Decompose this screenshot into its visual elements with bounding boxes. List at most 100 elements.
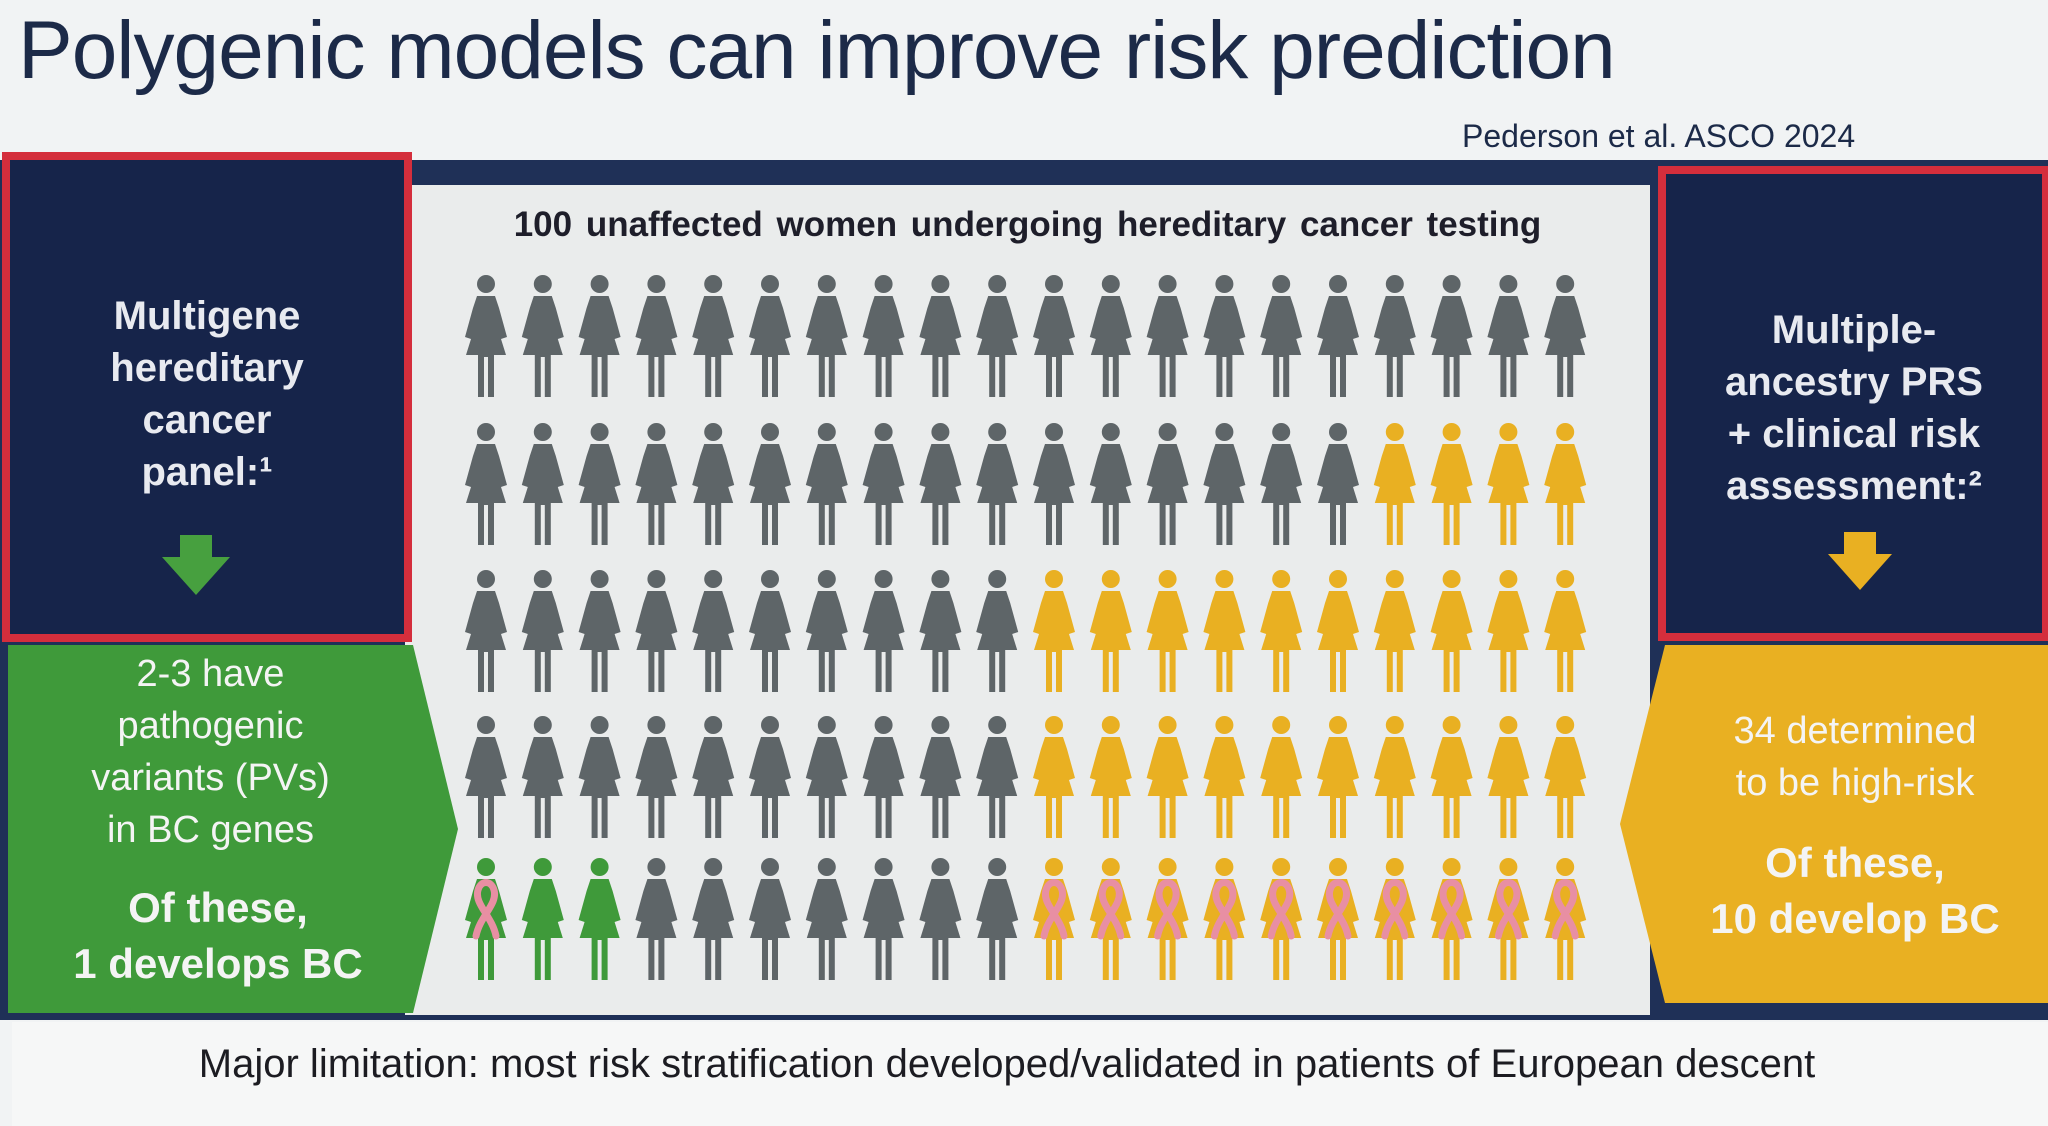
pink-ribbon-icon (1267, 879, 1295, 940)
pink-ribbon-icon (1381, 879, 1409, 940)
high-risk-woman-icon (1260, 858, 1303, 980)
woman-figure-icon (635, 423, 678, 545)
high-risk-woman-icon (1203, 716, 1246, 838)
woman-figure-icon (976, 716, 1019, 838)
high-risk-woman-icon (1317, 858, 1359, 980)
outcome-line: Of these, (1765, 839, 1945, 886)
page-title: Polygenic models can improve risk predic… (18, 5, 1616, 96)
woman-figure-icon (635, 275, 678, 397)
woman-figure-icon (1544, 275, 1587, 397)
woman-figure-icon (1089, 423, 1132, 545)
woman-figure-icon (805, 275, 848, 397)
high-risk-woman-icon (1544, 423, 1587, 545)
woman-figure-icon (749, 423, 791, 545)
woman-figure-icon (862, 275, 905, 397)
high-risk-woman-icon (1487, 716, 1530, 838)
woman-figure-icon (1146, 423, 1189, 545)
high-risk-woman-icon (1487, 858, 1530, 980)
woman-figure-icon (521, 423, 564, 545)
heading-line: assessment:² (1726, 464, 1982, 508)
citation: Pederson et al. ASCO 2024 (1462, 118, 1856, 154)
high-risk-woman-icon (1146, 716, 1189, 838)
outcome-line: 1 develops BC (73, 940, 363, 987)
outcome-line: 10 develop BC (1710, 895, 2000, 942)
woman-figure-icon (749, 570, 791, 692)
high-risk-woman-icon (1033, 570, 1075, 692)
high-risk-woman-icon (1146, 570, 1189, 692)
outcome-line: Of these, (128, 884, 308, 931)
woman-figure-icon (862, 716, 905, 838)
high-risk-woman-icon (1373, 858, 1416, 980)
pink-ribbon-icon (1097, 879, 1125, 940)
woman-figure-icon (635, 716, 678, 838)
prs-result-panel (1620, 645, 2048, 1003)
woman-figure-icon (465, 716, 507, 838)
woman-figure-icon (1260, 275, 1303, 397)
woman-figure-icon (976, 275, 1019, 397)
woman-figure-icon (465, 570, 507, 692)
high-risk-woman-icon (1544, 570, 1587, 692)
high-risk-woman-icon (1033, 716, 1075, 838)
result-line: to be high-risk (1735, 762, 1975, 804)
high-risk-woman-icon (1089, 570, 1132, 692)
result-line: pathogenic (117, 705, 304, 747)
woman-figure-icon (1260, 423, 1303, 545)
heading-line: hereditary (110, 346, 304, 390)
woman-figure-icon (749, 716, 791, 838)
woman-figure-icon (862, 570, 905, 692)
high-risk-woman-icon (1430, 570, 1473, 692)
woman-figure-icon (1089, 275, 1132, 397)
woman-figure-icon (692, 570, 735, 692)
woman-figure-icon (1033, 423, 1075, 545)
high-risk-woman-icon (1317, 716, 1359, 838)
woman-figure-icon (919, 275, 962, 397)
high-risk-woman-icon (1544, 716, 1587, 838)
woman-figure-icon (635, 858, 678, 980)
woman-figure-icon (1430, 275, 1473, 397)
woman-figure-icon (692, 858, 735, 980)
pink-ribbon-icon (1551, 879, 1579, 940)
multigene-heading: Multigene hereditary cancer panel:¹ (10, 290, 404, 498)
high-risk-woman-icon (1430, 858, 1473, 980)
woman-figure-icon (578, 716, 621, 838)
woman-figure-icon (465, 275, 507, 397)
high-risk-woman-icon (1544, 858, 1587, 980)
high-risk-woman-icon (1033, 858, 1075, 980)
limitation-note: Major limitation: most risk stratificati… (198, 1042, 1816, 1086)
high-risk-woman-icon (1317, 570, 1359, 692)
pink-ribbon-icon (1210, 879, 1238, 940)
woman-figure-icon (749, 275, 791, 397)
woman-figure-icon (976, 858, 1019, 980)
high-risk-woman-icon (1373, 716, 1416, 838)
yellow-down-arrow-icon (1828, 532, 1892, 590)
pink-ribbon-icon (472, 879, 500, 940)
woman-figure-icon (465, 423, 507, 545)
result-line: variants (PVs) (91, 757, 330, 799)
high-risk-woman-icon (1089, 858, 1132, 980)
woman-figure-icon (578, 570, 621, 692)
prs-heading: Multiple- ancestry PRS + clinical risk a… (1666, 304, 2042, 512)
prs-result-text: 34 determined to be high-risk (1680, 705, 2030, 809)
result-line: in BC genes (106, 809, 314, 851)
pv-outcome-text: Of these, 1 develops BC (18, 880, 418, 992)
woman-figure-icon (692, 716, 735, 838)
green-down-arrow-icon (162, 535, 230, 595)
high-risk-woman-icon (1146, 858, 1189, 980)
woman-figure-icon (805, 858, 848, 980)
woman-figure-icon (521, 275, 564, 397)
woman-figure-icon (1317, 275, 1359, 397)
pv-result-text: 2-3 have pathogenic variants (PVs) in BC… (18, 648, 403, 856)
woman-figure-icon (1317, 423, 1359, 545)
woman-figure-icon (862, 423, 905, 545)
pink-ribbon-icon (1154, 879, 1182, 940)
pink-ribbon-icon (1494, 879, 1522, 940)
woman-figure-icon (1203, 423, 1246, 545)
high-risk-woman-icon (1203, 858, 1246, 980)
woman-figure-icon (976, 423, 1019, 545)
woman-figure-icon (919, 858, 962, 980)
woman-figure-icon (692, 423, 735, 545)
woman-figure-icon (1487, 275, 1530, 397)
high-risk-woman-icon (1260, 570, 1303, 692)
high-risk-woman-icon (1373, 570, 1416, 692)
woman-figure-icon (749, 858, 791, 980)
